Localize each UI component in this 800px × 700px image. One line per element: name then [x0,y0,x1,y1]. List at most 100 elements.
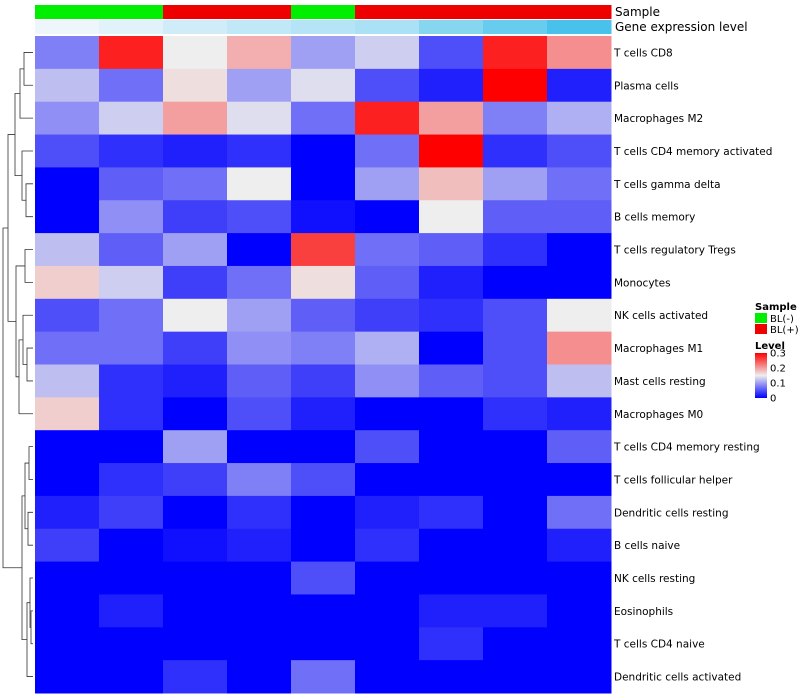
row-label: T cells follicular helper [613,474,733,486]
heatmap-cell [35,561,100,595]
row-label: T cells CD4 naive [613,639,705,651]
heatmap-cell [419,298,484,333]
heatmap-cell [355,397,420,431]
heatmap-cell [419,463,484,497]
row-label: T cells CD8 [613,47,673,59]
heatmap-cell [163,528,228,563]
dendrogram-branch [15,265,25,378]
heatmap-cell [227,397,292,431]
dendrogram-branch [30,610,33,645]
heatmap-cell [547,68,612,103]
heatmap-cell [483,430,548,464]
heatmap-cell [163,463,228,497]
sample-annotation-cell [291,5,356,19]
heatmap-cell [483,627,548,661]
heatmap-cell [355,463,420,497]
heatmap-cell [419,561,484,595]
row-label: T cells regulatory Tregs [613,245,736,257]
heatmap-cell [355,298,420,333]
legend-sample-label: BL(-) [770,314,794,325]
heatmap-cell [227,364,292,398]
heatmap-cell [227,36,292,70]
heatmap-cell [291,660,356,694]
heatmap-cell [227,134,292,168]
heatmap-cell [99,627,164,661]
row-label: B cells naive [614,540,680,552]
heatmap-cell [163,101,228,136]
heatmap-cell [291,200,356,234]
dendrogram-branch [23,52,33,86]
heatmap-cell [163,495,228,530]
heatmap-cell [99,200,164,234]
heatmap-cell [35,101,100,136]
heatmap-cell [483,495,548,530]
heatmap-cell [355,36,420,70]
heatmap-cell [99,134,164,168]
heatmap-cell [163,298,228,333]
dendrogram-branch [2,227,22,569]
heatmap-cell [547,101,612,136]
heatmap-cell [547,660,612,694]
dendrogram-branch [28,446,33,480]
heatmap-cell [483,463,548,497]
legend-level-tick-label: 0 [770,394,776,405]
legend-sample-swatch [755,313,767,323]
sample-annotation-cell [163,5,228,19]
heatmap-cell [99,397,164,431]
heatmap-cell [483,68,548,103]
gene-expression-annotation-cell [547,20,612,34]
heatmap-cell [355,265,420,300]
legend-level-title: Level [755,341,785,352]
heatmap-cell [547,594,612,628]
heatmap-cell [99,265,164,300]
heatmap-cell [419,430,484,464]
heatmap-cell [291,495,356,530]
heatmap-cell [419,200,484,234]
heatmap-cell [99,233,164,267]
legend-sample-swatch [755,324,767,334]
row-label: Mast cells resting [614,376,706,388]
heatmap-cell [163,167,228,201]
legend-level-ticks: 0.3 0.2 0.1 0 [767,349,786,405]
heatmap-cell [99,463,164,497]
heatmap-cell [99,36,164,70]
dendrogram-branch [14,93,22,177]
heatmap-cell [227,265,292,300]
heatmap-cell [419,134,484,168]
heatmap-cell [547,200,612,234]
heatmap-cell [163,561,228,595]
row-label: T cells gamma delta [613,179,721,191]
dendrogram-branch [27,511,33,546]
heatmap-cell [547,298,612,333]
legend-sample-entries: BL(-)BL(+) [755,313,799,336]
heatmap-cell [99,430,164,464]
heatmap-cell [291,528,356,563]
row-label: Macrophages M0 [614,409,703,421]
heatmap-cell [547,36,612,70]
heatmap-cell [483,134,548,168]
sample-annotation-cell [355,5,420,19]
legend-level-tick-label: 0.3 [770,349,786,360]
heatmap-cell [35,397,100,431]
row-label: B cells memory [614,212,695,224]
heatmap-cell [483,36,548,70]
heatmap-cell [35,298,100,333]
sample-annotation-cell [547,5,612,19]
heatmap-cells [35,36,612,694]
heatmap-cell [291,68,356,103]
heatmap-cell [291,430,356,464]
sample-annotation-cell [99,5,164,19]
heatmap-cell [99,594,164,628]
heatmap-cell [35,495,100,530]
heatmap-cell [99,331,164,365]
heatmap-cell [355,660,420,694]
heatmap-cell [35,200,100,234]
heatmap-cell [355,561,420,595]
heatmap-cell [99,167,164,201]
row-label: Monocytes [614,277,671,289]
heatmap-cell [547,331,612,365]
heatmap-cell [163,233,228,267]
heatmap-cell [547,397,612,431]
legend-level-tick-label: 0.1 [770,379,786,390]
